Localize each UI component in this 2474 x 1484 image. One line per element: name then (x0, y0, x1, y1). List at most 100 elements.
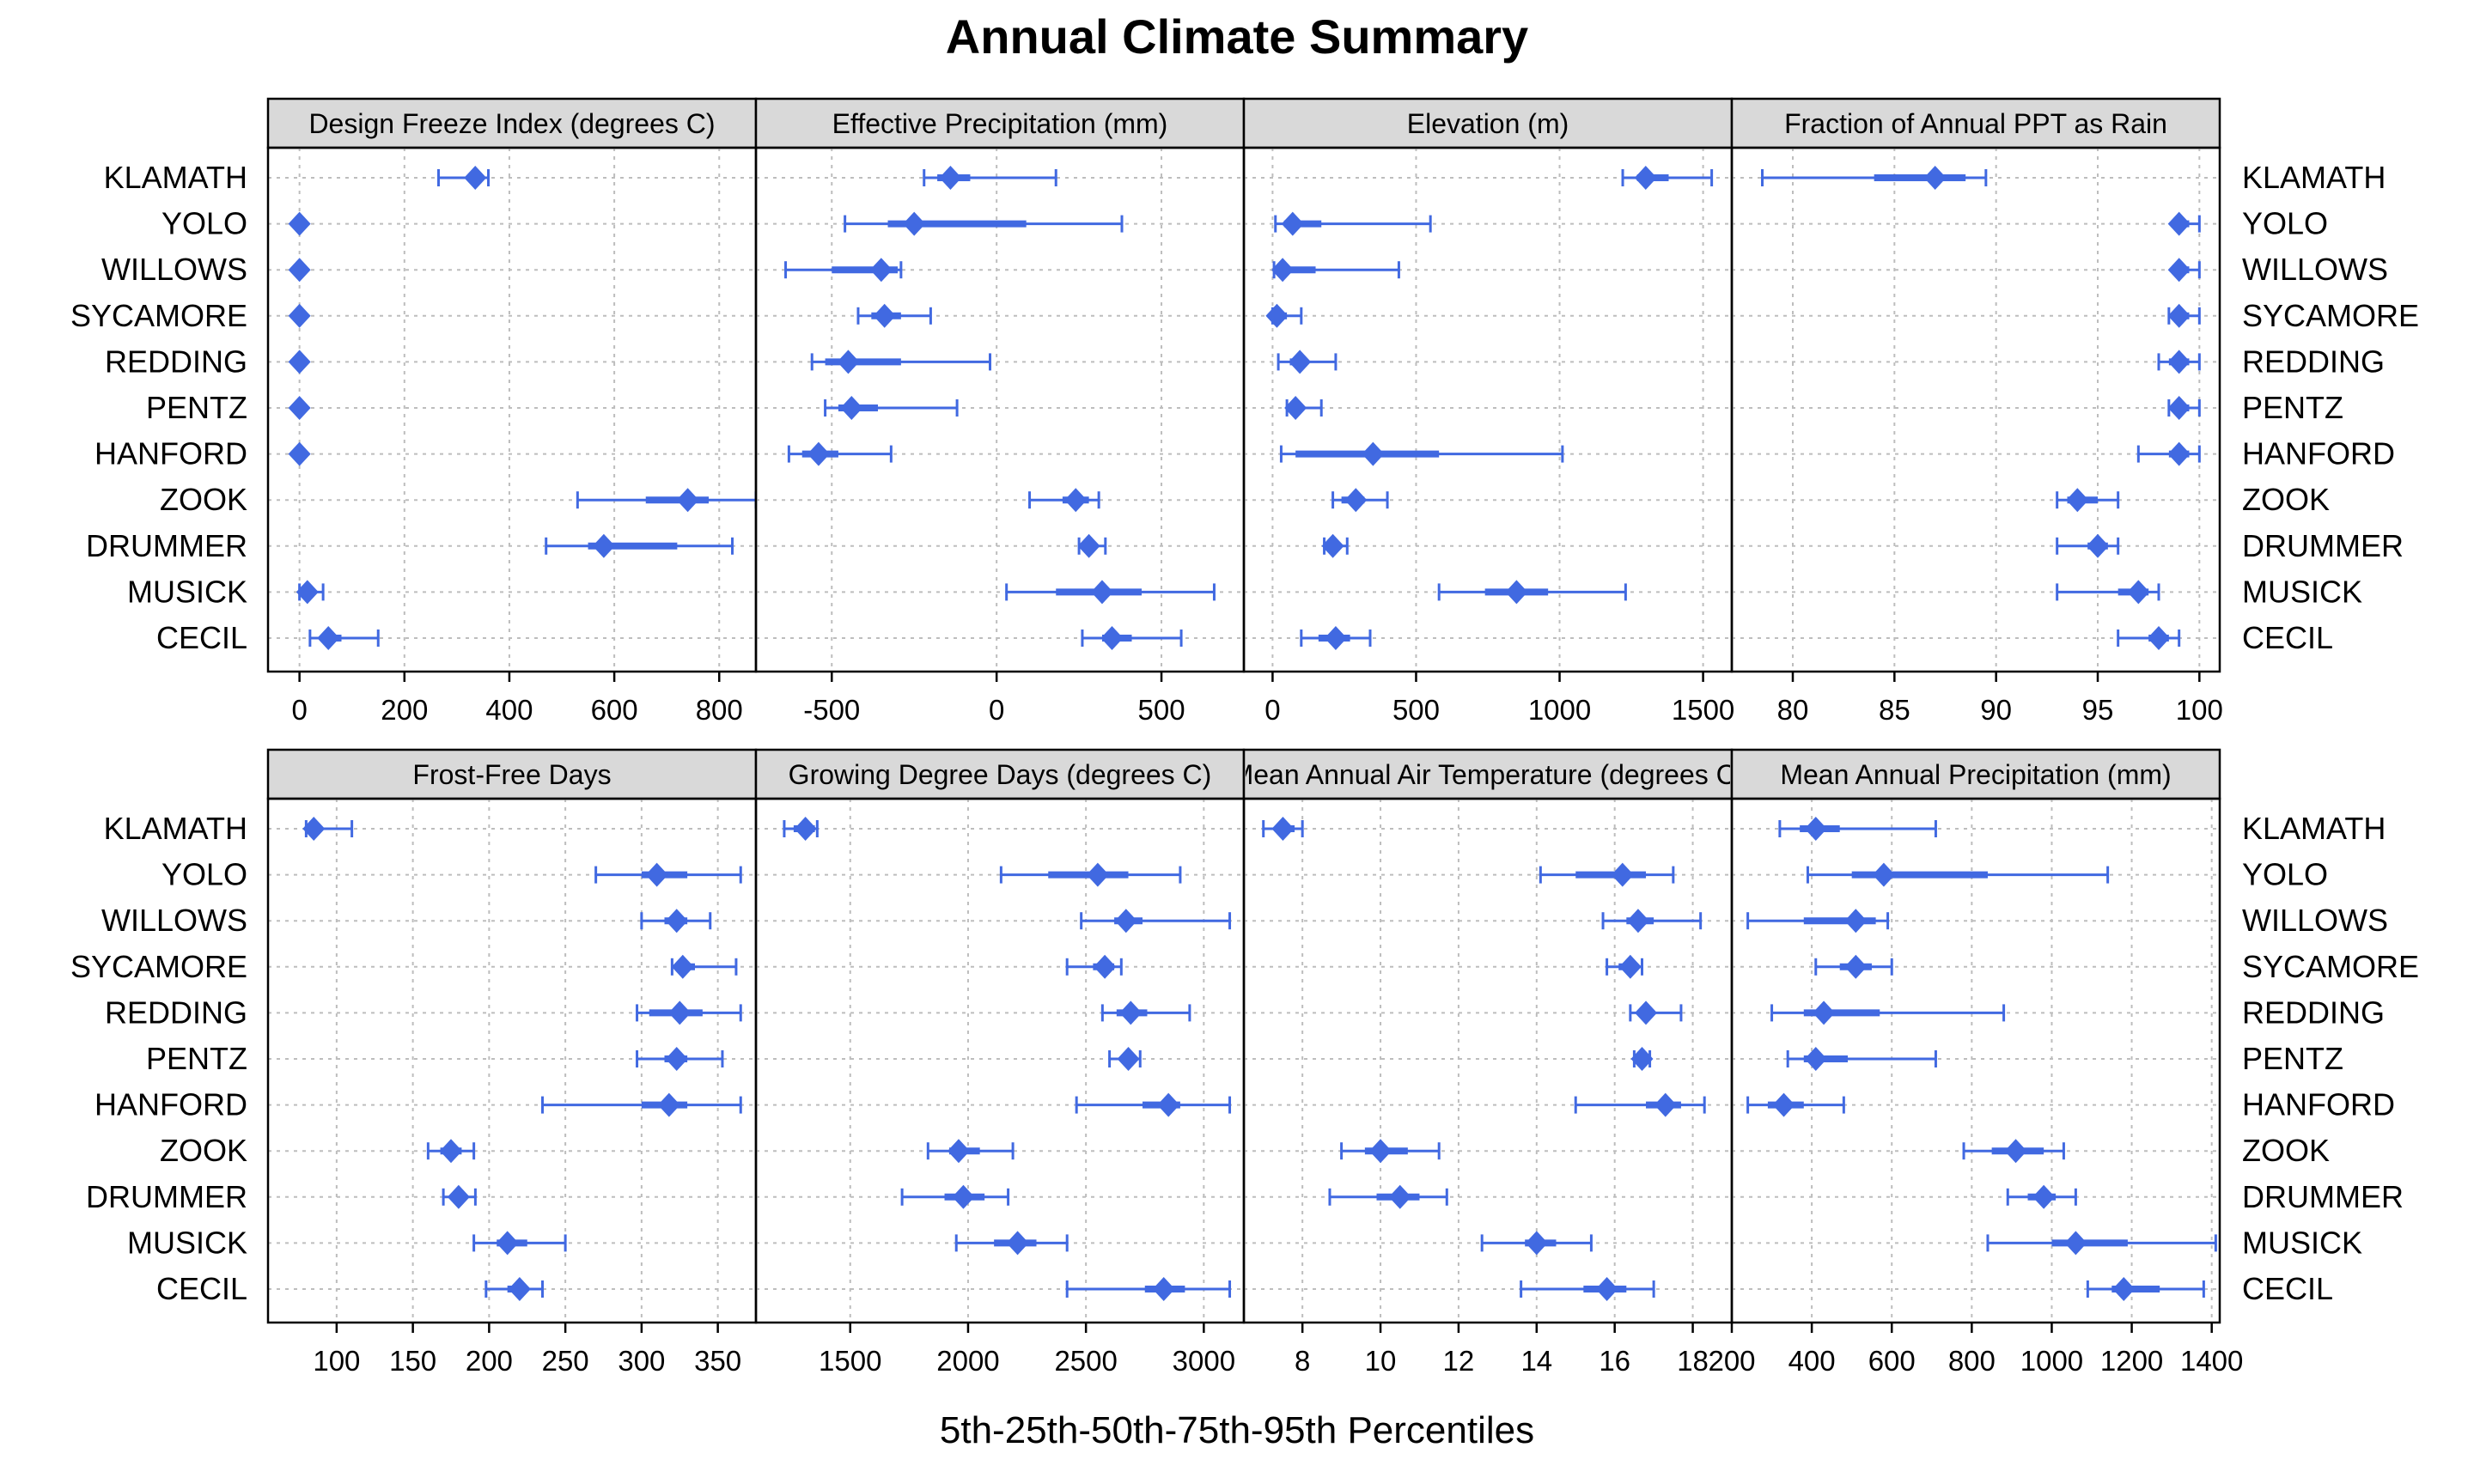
site-label-left: HANFORD (94, 436, 247, 471)
x-tick-label: 200 (381, 694, 428, 726)
median-marker (1152, 1277, 1175, 1301)
site-label-right: REDDING (2242, 994, 2385, 1030)
median-marker (447, 1184, 470, 1209)
median-marker (1369, 1139, 1392, 1164)
x-tick-label: 1000 (1528, 694, 1591, 726)
panel: Fraction of Annual PPT as Rain 80 85 90 95 10… (1730, 97, 2223, 726)
median-marker (1271, 817, 1295, 841)
median-marker (1321, 533, 1344, 558)
site-label-left: DRUMMER (86, 1179, 247, 1214)
panel-frame (266, 146, 758, 673)
median-marker (288, 258, 311, 283)
x-tick-label: 400 (1788, 1345, 1836, 1377)
x-tick-label: 0 (989, 694, 1004, 726)
median-marker (440, 1139, 462, 1164)
x-tick-label: 0 (291, 694, 307, 726)
site-label-left: ZOOK (160, 1133, 247, 1168)
median-marker (947, 1139, 970, 1164)
panel-title: Frost-Free Days (412, 759, 611, 790)
panel-marks (302, 817, 742, 1301)
panel-grid (756, 148, 1244, 672)
median-marker (2148, 626, 2170, 650)
median-marker (2167, 211, 2191, 236)
median-marker (2167, 396, 2191, 420)
site-label-left: SYCAMORE (70, 298, 247, 333)
median-marker (2167, 350, 2191, 374)
median-marker (296, 580, 319, 605)
site-label-right: MUSICK (2242, 574, 2362, 609)
site-label-right: HANFORD (2242, 436, 2395, 471)
median-marker (464, 166, 487, 190)
median-marker (1772, 1092, 1795, 1117)
x-tick-label: 800 (1948, 1345, 1996, 1377)
median-marker (657, 1092, 680, 1117)
site-label-right: PENTZ (2242, 390, 2343, 425)
site-label-left: WILLOWS (101, 903, 247, 938)
site-label-right: SYCAMORE (2242, 298, 2419, 333)
median-marker (840, 396, 863, 420)
site-label-right: ZOOK (2242, 1133, 2330, 1168)
site-label-left: REDDING (105, 344, 247, 379)
panel: Frost-Free Days 100 150 200 250 300 350 (266, 748, 758, 1377)
x-tick-label: 16 (1599, 1345, 1630, 1377)
panel-marks (288, 166, 756, 650)
x-tick-label: 200 (466, 1345, 513, 1377)
x-tick-label: 1500 (1672, 694, 1734, 726)
median-marker (302, 817, 326, 841)
x-tick-label: 150 (389, 1345, 436, 1377)
x-tick-label: 1500 (819, 1345, 881, 1377)
x-tick-label: 300 (618, 1345, 665, 1377)
x-tick-label: 14 (1520, 1345, 1552, 1377)
panel-marks (784, 166, 1216, 650)
median-marker (1094, 954, 1117, 979)
median-marker (1634, 166, 1657, 190)
x-tick-label: 10 (1365, 1345, 1397, 1377)
site-label-left: HANFORD (94, 1087, 247, 1122)
site-label-left: MUSICK (127, 574, 247, 609)
site-label-right: YOLO (2242, 206, 2328, 241)
x-tick-label: 3000 (1173, 1345, 1235, 1377)
x-tick-label: 100 (313, 1345, 360, 1377)
x-tick-label: 250 (542, 1345, 589, 1377)
median-marker (1324, 626, 1347, 650)
panel: Elevation (m) 0 500 1000 1500 (1242, 97, 1734, 726)
median-marker (2004, 1139, 2027, 1164)
panel-marks (1761, 166, 2201, 650)
panels-group: Design Freeze Index (degrees C) 0 200 400 60… (266, 97, 2243, 1377)
median-marker (1344, 488, 1368, 513)
panel-title: Mean Annual Air Temperature (degrees C) (1231, 759, 1746, 790)
x-tick-label: 500 (1392, 694, 1440, 726)
median-marker (1626, 909, 1649, 934)
x-tick-label: 2500 (1054, 1345, 1117, 1377)
median-marker (2032, 1184, 2056, 1209)
site-label-left: YOLO (161, 206, 247, 241)
panel-frame (1730, 797, 2221, 1324)
site-label-left: DRUMMER (86, 528, 247, 563)
panel-frame (1730, 146, 2221, 673)
panel: Growing Degree Days (degrees C) 1500 2000 2… (754, 748, 1246, 1377)
x-tick-label: 12 (1443, 1345, 1475, 1377)
panel-strip (754, 97, 1246, 149)
chart-title: Annual Climate Summary (946, 9, 1528, 64)
site-label-right: WILLOWS (2242, 252, 2388, 287)
panel-strip (1730, 97, 2221, 149)
median-marker (1362, 441, 1385, 466)
site-label-left: SYCAMORE (70, 949, 247, 984)
x-tick-label: 2000 (936, 1345, 999, 1377)
median-marker (288, 211, 311, 236)
median-marker (1086, 862, 1109, 887)
median-marker (807, 441, 830, 466)
x-tick-label: 350 (694, 1345, 741, 1377)
median-marker (903, 211, 926, 236)
site-label-right: KLAMATH (2242, 811, 2386, 846)
panel: Design Freeze Index (degrees C) 0 200 400 60… (266, 97, 758, 726)
x-tick-label: 1000 (2020, 1345, 2083, 1377)
median-marker (496, 1231, 519, 1256)
x-tick-label: 200 (1708, 1345, 1755, 1377)
x-tick-label: 1400 (2180, 1345, 2243, 1377)
site-label-left: PENTZ (146, 1041, 247, 1076)
median-marker (1844, 909, 1868, 934)
x-tick-label: 85 (1879, 694, 1910, 726)
site-label-left: ZOOK (160, 482, 247, 517)
median-marker (288, 396, 311, 420)
